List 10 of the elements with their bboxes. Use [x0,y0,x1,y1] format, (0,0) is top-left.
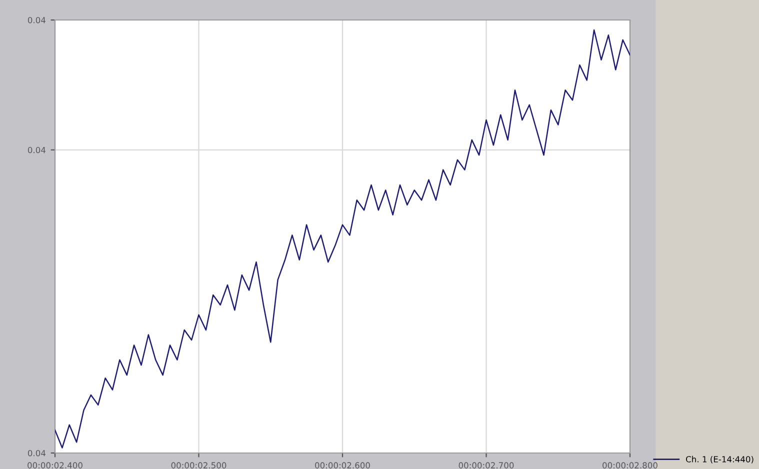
y-tick-label: 0.04 [28,16,46,24]
x-tick-label: 00:00:02.500 [171,462,226,468]
x-tick-label: 00:00:02.800 [602,462,658,468]
y-tick-label: 0.04 [28,146,46,154]
x-tick-label: 00:00:02.700 [458,462,514,468]
x-tick-label: 00:00:02.400 [28,462,82,468]
line-series [55,29,630,448]
y-tick-label: 0.04 [28,450,46,456]
x-tick-label: 00:00:02.600 [315,462,370,468]
legend-label: Ch. 1 (E-14:440) [686,456,754,464]
